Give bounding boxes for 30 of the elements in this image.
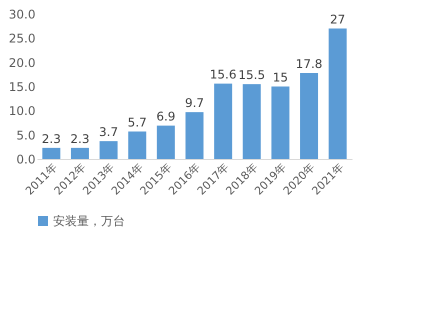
data-label: 3.7	[99, 125, 118, 140]
legend-label: 安装量，万台	[53, 214, 125, 228]
bar	[328, 28, 347, 159]
data-label: 6.9	[156, 110, 176, 124]
data-label: 27	[330, 12, 346, 26]
data-label: 15	[272, 70, 288, 84]
bar	[100, 141, 118, 159]
y-tick-label: 25.0	[8, 32, 36, 46]
bar	[242, 84, 261, 159]
y-tick-label: 10.0	[8, 104, 36, 118]
bar	[128, 131, 146, 159]
data-label: 9.7	[184, 96, 204, 110]
bar	[156, 126, 175, 159]
data-label: 2.3	[42, 132, 61, 146]
y-tick-label: 15.0	[8, 80, 36, 94]
bar	[42, 148, 60, 159]
y-tick-label: 5.0	[16, 128, 36, 142]
y-tick-label: 30.0	[8, 8, 36, 22]
data-label: 2.3	[70, 132, 90, 146]
bar	[70, 148, 89, 159]
y-tick-label: 20.0	[8, 56, 36, 70]
bar	[300, 72, 318, 159]
data-label: 15.5	[238, 68, 266, 82]
data-label: 5.7	[128, 115, 147, 130]
y-tick-label: 0.0	[16, 152, 36, 166]
bar	[214, 84, 232, 159]
data-label: 17.8	[296, 56, 322, 71]
bar	[271, 86, 290, 159]
bar	[186, 112, 204, 159]
data-label: 15.6	[210, 68, 236, 82]
